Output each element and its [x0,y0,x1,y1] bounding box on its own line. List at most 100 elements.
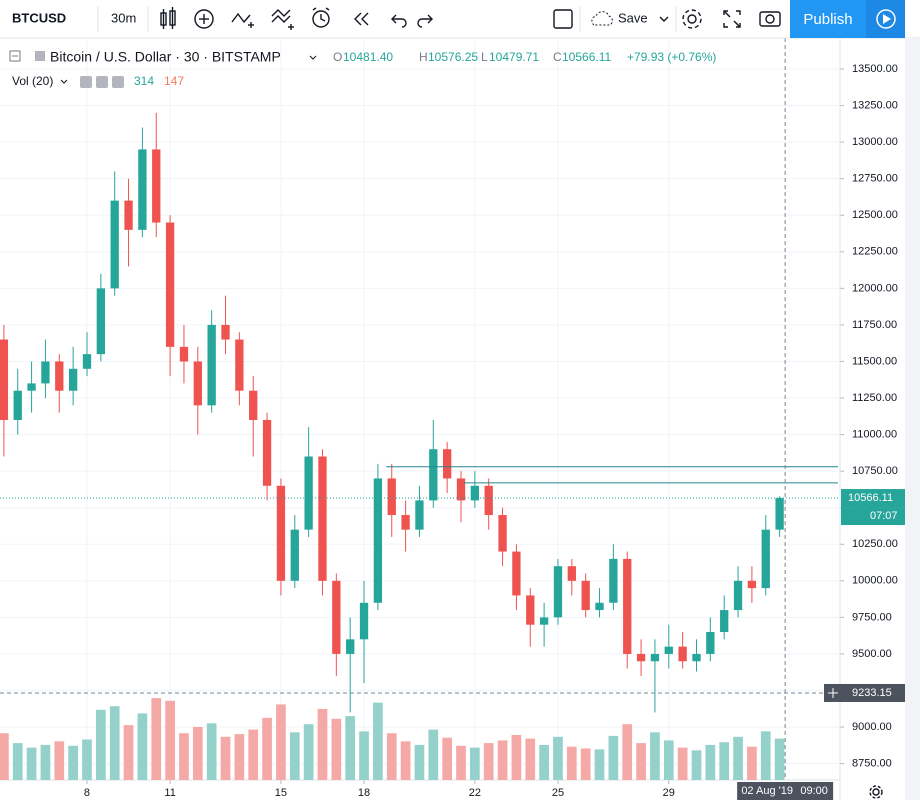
volume-bar [400,741,411,780]
volume-bar [123,725,134,780]
title-menu[interactable] [309,55,317,60]
plot: 8750.009000.009250.009500.009750.0010000… [0,38,905,800]
candle-body [0,339,9,420]
save-button[interactable]: Save [618,10,648,25]
candle-body [636,653,646,662]
candle-body [720,610,729,633]
save-icon[interactable] [591,11,613,26]
candle-body [470,485,480,501]
candle-body [193,361,202,406]
candle-body [609,558,618,603]
remove-button[interactable] [112,76,124,88]
candle-body [456,478,466,501]
add-indicator-button[interactable] [194,9,214,29]
candle-body [567,566,576,581]
interval[interactable]: 30m [111,10,136,25]
y-tick-label: 11750.00 [852,319,897,331]
axis-settings-button[interactable] [869,785,883,799]
volume-menu[interactable] [60,79,68,84]
ohlc-label: L [481,50,488,64]
volume-bar [774,738,785,780]
volume-bar [234,734,245,780]
price-change: +79.93 (+0.76%) [627,50,716,64]
x-tick-label: 29 [663,787,675,799]
redo-button[interactable] [417,14,433,28]
volume-bar [109,706,120,780]
compare-button[interactable] [231,12,254,28]
y-tick-label: 13500.00 [852,63,898,75]
candle-body [359,602,369,640]
candle-body [747,580,757,589]
candle-body [595,602,604,611]
volume-bar [137,713,148,780]
candle-body [650,653,660,662]
volume-bar [165,700,175,780]
symbol-title: Bitcoin / U.S. Dollar · 30 · BITSTAMP [50,49,281,65]
alert-button[interactable] [312,7,330,28]
crosshair-date-label: 02 Aug '19 [741,785,793,797]
candle-body [290,529,299,581]
y-tick-label: 12500.00 [852,209,898,221]
volume-bar [580,748,591,780]
volume-bar [677,747,688,780]
collapse-icon[interactable] [9,50,21,62]
volume-bar [691,750,702,780]
ohlc-value: 10479.71 [489,50,539,64]
volume-bar [456,745,466,780]
snapshot-button[interactable] [759,11,781,27]
candle-body [442,449,452,479]
candle-body [304,456,313,530]
last-price-box [841,489,905,508]
candle-body [221,324,230,340]
volume-bar [442,737,452,780]
volume-bar [68,745,78,780]
volume-bar [663,740,674,780]
templates-button[interactable] [271,9,294,30]
candle-body [262,419,272,486]
settings-button[interactable] [682,9,702,29]
volume-bar [525,738,536,780]
candle-body [664,646,673,654]
volume-bar [276,704,286,780]
volume-bar [192,726,203,780]
ohlc-label: O [333,50,342,64]
y-tick-label: 13000.00 [852,136,898,148]
undo-button[interactable] [391,14,407,28]
candle-body [346,639,355,654]
candle-body [387,478,396,516]
settings-button[interactable] [96,76,108,88]
volume-bar [40,744,51,780]
x-tick-label: 18 [358,787,370,799]
candle-body [332,580,341,654]
publish-button[interactable] [790,0,866,38]
replay-button[interactable] [354,12,369,26]
candle-body [68,368,78,391]
volume-bar [414,744,425,780]
fullscreen-button[interactable] [723,10,741,28]
save-menu[interactable] [659,16,669,22]
candle-body [13,390,22,420]
chart-style-button[interactable] [160,7,176,29]
volume-bar [553,736,563,780]
volume-bar [0,733,9,780]
volume-value: 147 [164,74,184,88]
visibility-button[interactable] [80,76,92,88]
candle-body [165,222,175,347]
volume-bar [303,724,314,780]
symbol[interactable]: BTCUSD [12,10,66,25]
y-tick-label: 10250.00 [852,538,898,550]
volume-bar [608,735,619,780]
volume-bar [151,698,162,780]
publish-label[interactable]: Publish [803,11,852,28]
volume-bar [54,741,65,780]
layout-button[interactable] [553,9,573,29]
legend: Bitcoin / U.S. Dollar · 30 · BITSTAMP O … [9,49,716,88]
crosshair-date-box [737,782,834,800]
candle-body [318,456,327,581]
volume-bar [622,724,633,780]
y-tick-label: 10000.00 [852,575,898,587]
crosshair-price-label: 9233.15 [852,687,892,699]
candle-body [110,200,119,289]
